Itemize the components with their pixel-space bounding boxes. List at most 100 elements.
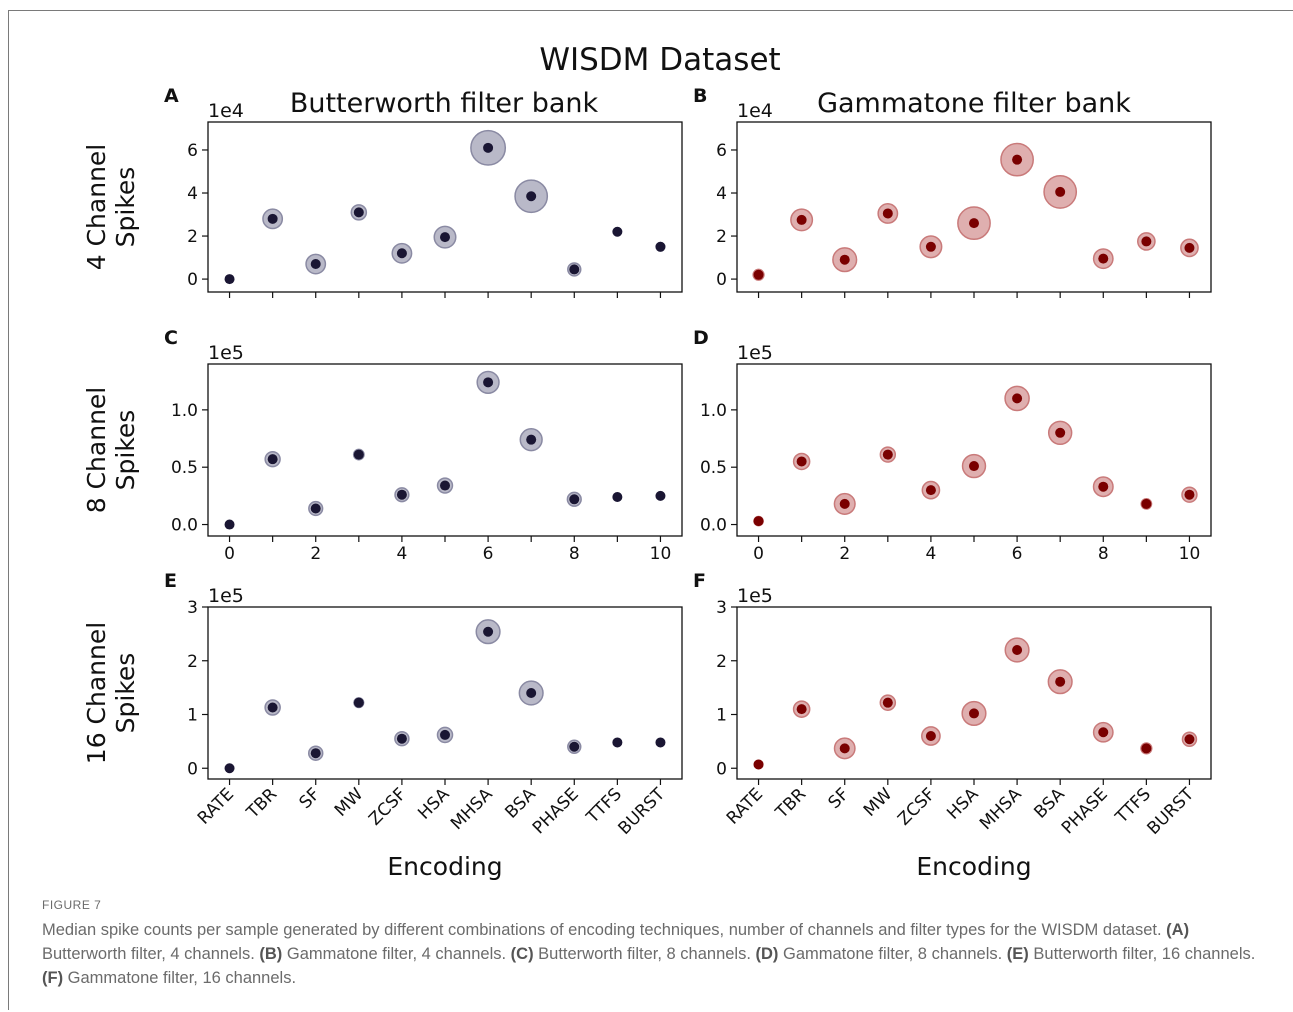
- median-point: [1184, 734, 1195, 745]
- median-point: [353, 207, 364, 218]
- median-point: [796, 456, 807, 467]
- panel-D: D 1e5 0.0 0.5 1.0 0 2 4 6 8 10: [693, 327, 1212, 564]
- row-label-line1: 4 Channel: [82, 144, 111, 271]
- median-point: [310, 259, 321, 270]
- x-tick-label-numeric: 0: [224, 544, 235, 564]
- x-axis-label: Encoding: [387, 852, 502, 881]
- median-point: [1055, 676, 1066, 687]
- median-point: [526, 434, 537, 445]
- x-tick-label-numeric: 10: [1179, 544, 1201, 564]
- y-tick-label-C: 1.0: [171, 401, 198, 421]
- median-point: [224, 274, 235, 285]
- row-label-line2: Spikes: [111, 410, 140, 491]
- median-point: [1012, 154, 1023, 165]
- median-point: [1098, 481, 1109, 492]
- row-label-1: 8 Channel Spikes: [82, 387, 140, 514]
- median-point: [1055, 427, 1066, 438]
- median-point: [753, 516, 764, 527]
- row-label-2: 16 Channel Spikes: [82, 622, 140, 764]
- median-point: [396, 733, 407, 744]
- median-point: [655, 241, 666, 252]
- axes-frame-E: [207, 606, 683, 780]
- y-tick-label-A: 0: [187, 270, 198, 290]
- median-point: [267, 213, 278, 224]
- y-tick-label-A: 2: [187, 227, 198, 247]
- y-tick-label-E: 1: [187, 706, 198, 726]
- scale-factor-D: 1e5: [737, 342, 773, 364]
- median-point: [796, 214, 807, 225]
- y-tick-label-C: 0.5: [171, 458, 198, 478]
- median-point: [224, 763, 235, 774]
- median-point: [526, 191, 537, 202]
- x-tick-label-numeric: 4: [396, 544, 407, 564]
- caption-panel-ref: (D): [755, 945, 779, 963]
- panel-letter-B: B: [693, 85, 707, 107]
- figure-title: WISDM Dataset: [539, 42, 780, 78]
- axes-frame-D: [736, 363, 1212, 537]
- caption-segment: Butterworth filter, 16 channels.: [1028, 945, 1256, 963]
- y-tick-label-F: 2: [716, 652, 727, 672]
- caption-panel-ref: (B): [259, 945, 283, 963]
- y-tick-label-E: 0: [187, 759, 198, 779]
- row-label-line1: 16 Channel: [82, 622, 111, 764]
- axes-frame-B: [736, 121, 1212, 293]
- median-point: [483, 377, 494, 388]
- median-point: [969, 708, 979, 719]
- panel-letter-D: D: [693, 327, 709, 349]
- x-tick-label-encoding: PHASE: [1058, 784, 1112, 838]
- x-tick-label-numeric: 10: [650, 544, 672, 564]
- caption-panel-ref: (C): [510, 945, 534, 963]
- median-point: [753, 269, 764, 280]
- panel-letter-C: C: [164, 327, 178, 349]
- row-label-line2: Spikes: [111, 653, 140, 734]
- median-point: [1098, 727, 1109, 738]
- median-point: [655, 737, 666, 748]
- x-axis-label: Encoding: [916, 852, 1031, 881]
- panel-B: B 1e4 0 2 4 6: [693, 85, 1212, 298]
- median-point: [796, 704, 807, 715]
- median-point: [267, 454, 278, 465]
- median-point: [969, 461, 979, 472]
- caption-segment: Butterworth filter, 8 channels.: [533, 945, 756, 963]
- median-point: [612, 226, 623, 237]
- median-point: [1184, 242, 1195, 253]
- x-tick-label-numeric: 6: [483, 544, 494, 564]
- x-tick-label-numeric: 8: [569, 544, 580, 564]
- median-point: [882, 449, 893, 460]
- x-tick-label-encoding: BSA: [501, 784, 540, 823]
- row-label-line2: Spikes: [111, 167, 140, 248]
- median-point: [483, 142, 494, 153]
- median-point: [925, 731, 936, 741]
- y-tick-label-A: 4: [187, 184, 198, 204]
- y-tick-label-F: 1: [716, 706, 727, 726]
- figure-caption: FIGURE 7 Median spike counts per sample …: [42, 898, 1257, 990]
- median-point: [310, 503, 321, 514]
- y-tick-label-B: 0: [716, 270, 727, 290]
- axes-frame-A: [207, 121, 683, 293]
- x-tick-label-encoding: RATE: [723, 784, 767, 828]
- panel-letter-A: A: [164, 85, 179, 107]
- y-tick-label-D: 0.5: [700, 458, 727, 478]
- y-tick-label-B: 2: [716, 227, 727, 247]
- panel-letter-F: F: [693, 570, 706, 592]
- median-point: [969, 218, 979, 229]
- axes-frame-C: [207, 363, 683, 537]
- median-point: [569, 264, 580, 275]
- median-point: [1012, 645, 1023, 655]
- x-tick-label-numeric: 8: [1098, 544, 1109, 564]
- median-point: [440, 232, 450, 243]
- x-tick-label-encoding: MW: [331, 784, 368, 821]
- y-tick-label-E: 3: [187, 598, 198, 618]
- median-point: [569, 741, 580, 752]
- x-tick-label-numeric: 2: [839, 544, 850, 564]
- median-point: [612, 492, 623, 503]
- y-tick-label-D: 0.0: [700, 516, 727, 536]
- median-point: [839, 498, 850, 509]
- scale-factor-C: 1e5: [208, 342, 244, 364]
- median-point: [353, 449, 364, 460]
- median-point: [882, 208, 893, 219]
- x-tick-label-encoding: ZCSF: [894, 784, 939, 829]
- x-tick-label-encoding: TBR: [242, 784, 281, 823]
- median-point: [655, 490, 666, 501]
- y-tick-label-B: 4: [716, 184, 727, 204]
